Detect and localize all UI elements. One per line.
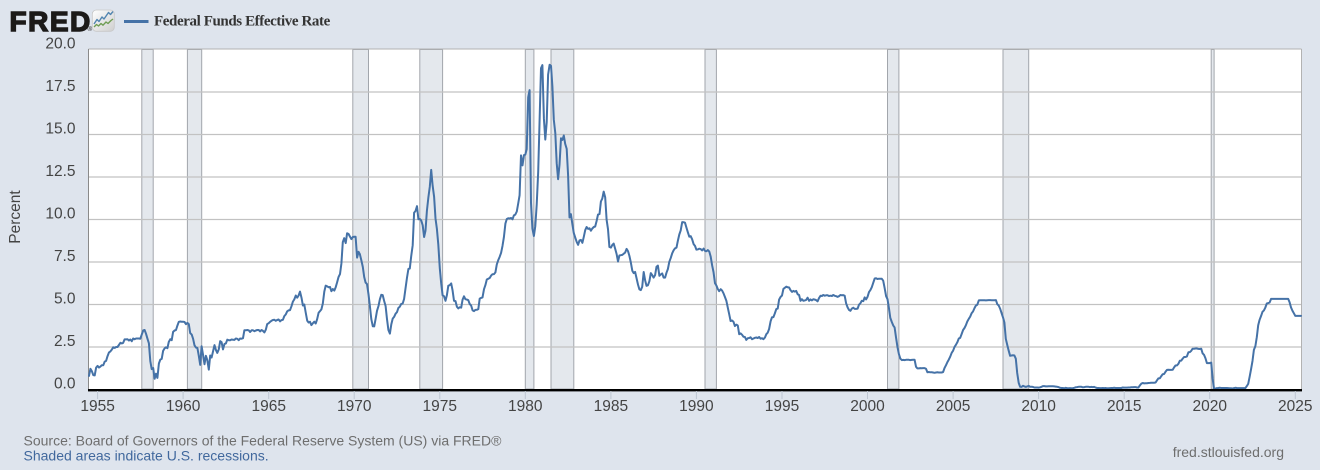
svg-text:17.5: 17.5 <box>45 78 75 95</box>
svg-text:5.0: 5.0 <box>54 291 76 308</box>
svg-text:1960: 1960 <box>166 398 201 415</box>
svg-text:1965: 1965 <box>251 398 285 415</box>
svg-text:1980: 1980 <box>508 398 543 415</box>
svg-text:0.0: 0.0 <box>54 376 76 393</box>
svg-text:1970: 1970 <box>337 398 372 415</box>
svg-text:2005: 2005 <box>936 398 970 415</box>
svg-text:1995: 1995 <box>765 398 799 415</box>
svg-text:fred.stlouisfed.org: fred.stlouisfed.org <box>1173 444 1284 460</box>
svg-text:Source: Board of Governors of: Source: Board of Governors of the Federa… <box>24 433 503 449</box>
svg-text:7.5: 7.5 <box>54 248 76 265</box>
svg-text:1985: 1985 <box>594 398 628 415</box>
svg-text:Shaded areas indicate U.S. rec: Shaded areas indicate U.S. recessions. <box>24 448 269 464</box>
svg-text:2025: 2025 <box>1278 398 1312 415</box>
svg-text:1955: 1955 <box>80 398 114 415</box>
svg-text:1975: 1975 <box>423 398 457 415</box>
svg-text:2020: 2020 <box>1192 398 1227 415</box>
svg-text:1990: 1990 <box>679 398 714 415</box>
svg-text:2000: 2000 <box>850 398 885 415</box>
svg-text:2010: 2010 <box>1021 398 1056 415</box>
svg-text:12.5: 12.5 <box>45 163 75 180</box>
svg-text:®: ® <box>87 25 92 33</box>
svg-text:15.0: 15.0 <box>45 121 76 138</box>
svg-text:FRED: FRED <box>10 6 92 37</box>
svg-text:Percent: Percent <box>7 190 24 244</box>
svg-text:Federal Funds Effective Rate: Federal Funds Effective Rate <box>154 14 331 30</box>
svg-text:10.0: 10.0 <box>45 206 76 223</box>
svg-text:2.5: 2.5 <box>54 333 76 350</box>
svg-text:20.0: 20.0 <box>45 36 76 53</box>
svg-text:2015: 2015 <box>1107 398 1141 415</box>
